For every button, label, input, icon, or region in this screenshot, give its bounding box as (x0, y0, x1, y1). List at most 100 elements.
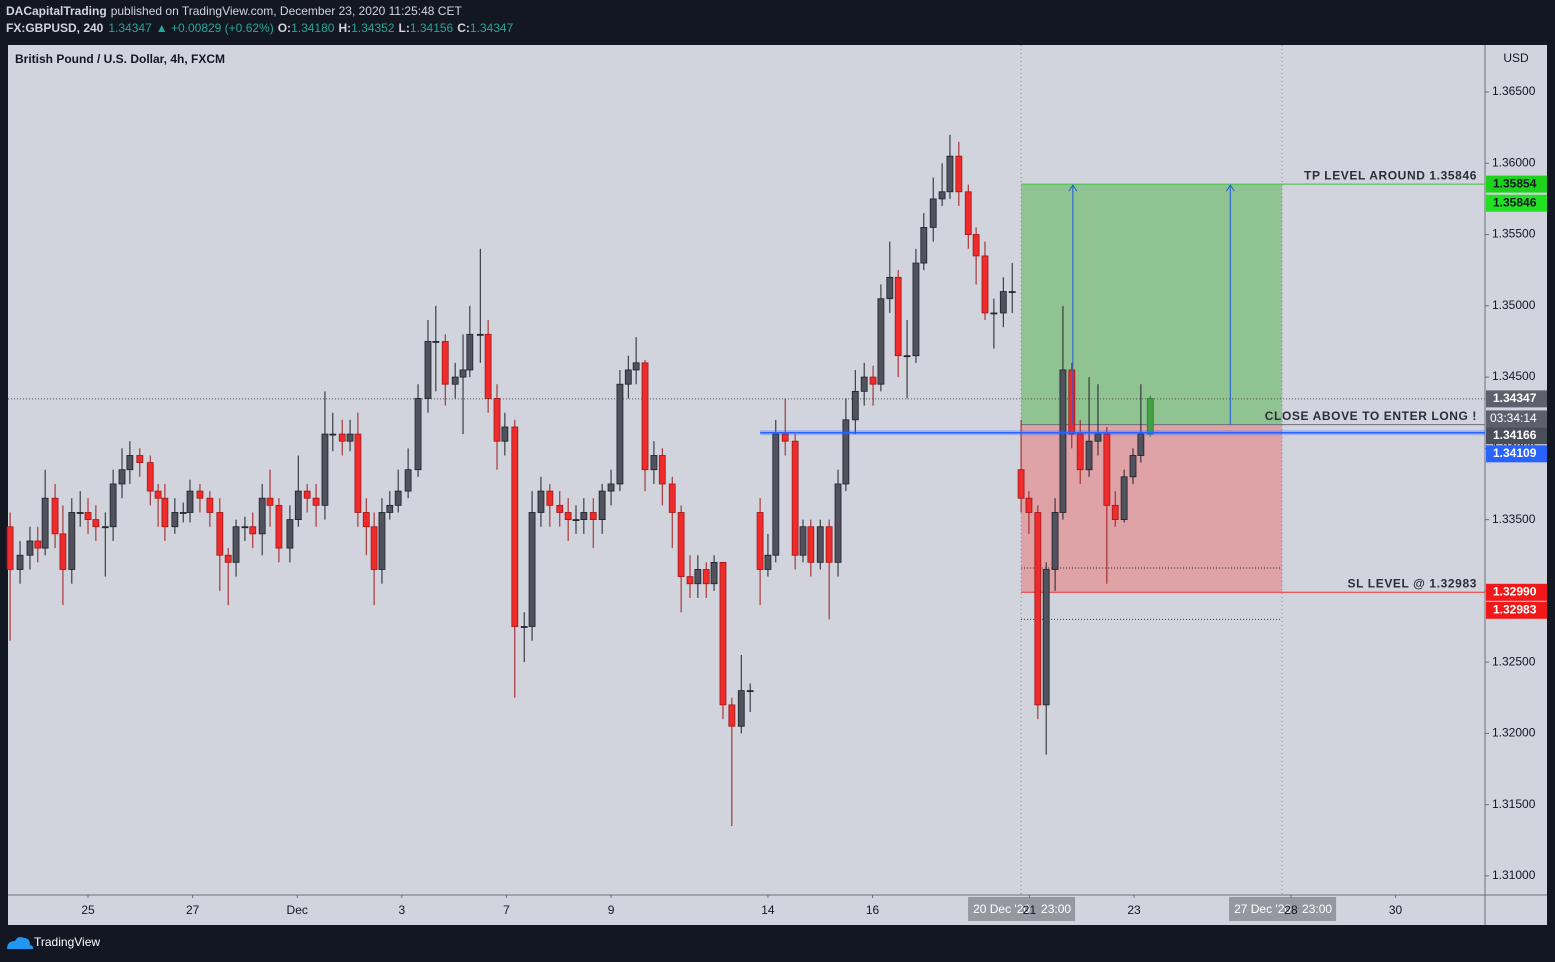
candle-body (1068, 369, 1076, 435)
candle-body (791, 440, 799, 556)
candle-body (912, 262, 920, 357)
last-value: 1.34347 (108, 21, 152, 35)
time-label-date: 27 Dec '20 (1234, 902, 1291, 916)
candle-body (154, 490, 162, 499)
candle-body (362, 512, 370, 528)
candle-body (981, 255, 989, 314)
candle-body (816, 526, 824, 563)
price-label: 1.34166 (1493, 428, 1537, 442)
annotation: SL LEVEL @ 1.32983 (1348, 576, 1477, 590)
candle-body (321, 433, 329, 506)
candle-body (1129, 455, 1137, 478)
price-label: 1.32990 (1493, 584, 1537, 598)
candle-body (441, 341, 449, 385)
candle-body (528, 512, 536, 627)
price-label: 1.32983 (1493, 602, 1537, 616)
arrow-head (1068, 184, 1078, 192)
candle-body (964, 191, 972, 235)
candle-body (999, 291, 1007, 314)
candle-body (511, 426, 519, 627)
candle-body (161, 497, 169, 528)
x-tick-label: 28 (1284, 903, 1298, 917)
candle-body (641, 362, 649, 471)
ohlc-key: H: (338, 21, 351, 35)
candle-body (1085, 440, 1093, 471)
candle-body (1146, 398, 1154, 435)
y-tick-label: 1.31000 (1492, 868, 1536, 882)
candle-body (394, 490, 402, 506)
ohlc-key: C: (457, 21, 470, 35)
candle-body (869, 376, 877, 385)
candle-body (51, 497, 59, 535)
candle-body (728, 704, 736, 727)
candle-body (84, 512, 92, 520)
candle-body (772, 433, 780, 556)
candle-body (632, 362, 640, 371)
ohlc-key: O: (278, 21, 291, 35)
candle-body (232, 526, 240, 563)
candle-body (136, 455, 144, 463)
candle-body (1059, 369, 1067, 513)
price-label-box (1486, 427, 1547, 445)
x-tick-label: 25 (81, 903, 95, 917)
candle-body (6, 526, 14, 570)
y-tick-label: 1.36000 (1492, 155, 1536, 169)
candle-body (206, 497, 214, 513)
brand-name: TradingView (34, 935, 100, 949)
candle-body (972, 234, 980, 257)
candle-body (501, 426, 509, 442)
candle-body (1137, 433, 1145, 456)
price-label-box (1486, 194, 1547, 212)
symbol-line: FX:GBPUSD, 240 1.34347 ▲ +0.00829 (+0.62%)… (6, 21, 514, 35)
candle-body (624, 369, 632, 385)
candle-body (894, 276, 902, 357)
candle-body (404, 469, 412, 492)
candle-body (275, 504, 283, 549)
candle-body (580, 512, 588, 520)
ohlc-value: 1.34156 (410, 21, 454, 35)
candle-body (196, 490, 204, 499)
published: published on TradingView.com, December 2… (111, 4, 463, 18)
candle-body (92, 519, 100, 528)
author: DACapitalTrading (6, 4, 107, 18)
price-label-box (1486, 601, 1547, 619)
candle-body (26, 540, 34, 556)
candle-body (476, 333, 484, 336)
y-tick-label: 1.35000 (1492, 298, 1536, 312)
candle-body (258, 497, 266, 535)
candle-body (825, 526, 833, 563)
candle-body (378, 512, 386, 570)
candle-body (346, 433, 354, 442)
y-tick-label: 1.35500 (1492, 227, 1536, 241)
candle-body (1034, 512, 1042, 706)
candle-body (484, 333, 492, 399)
y-tick-label: 1.34500 (1492, 369, 1536, 383)
ohlc-value: 1.34180 (291, 21, 335, 35)
candle-body (851, 390, 859, 421)
price-label: 1.35846 (1493, 195, 1537, 209)
candle-body (694, 569, 702, 585)
candle-body (546, 490, 554, 506)
candle-body (68, 512, 76, 570)
candle-body (1120, 476, 1128, 520)
change: ▲ +0.00829 (+0.62%) (156, 21, 274, 35)
x-tick-label: 21 (1023, 903, 1037, 917)
candle-body (537, 490, 545, 513)
candle-body (354, 433, 362, 513)
candle-body (990, 312, 998, 315)
candle-body (520, 626, 528, 628)
candle-body (616, 383, 624, 485)
brand-logo (7, 937, 34, 949)
candle-body (370, 526, 378, 570)
candle-body (650, 455, 658, 471)
price-label: 1.34347 (1493, 391, 1537, 405)
candle-body (186, 490, 194, 513)
candle-body (589, 512, 597, 520)
x-tick-label: 9 (608, 903, 615, 917)
candle-body (414, 398, 422, 471)
candle-body (556, 504, 564, 513)
candle-body (451, 376, 459, 385)
y-tick-label: 1.31500 (1492, 797, 1536, 811)
countdown-box (1486, 410, 1547, 428)
currency: USD (1503, 51, 1529, 65)
